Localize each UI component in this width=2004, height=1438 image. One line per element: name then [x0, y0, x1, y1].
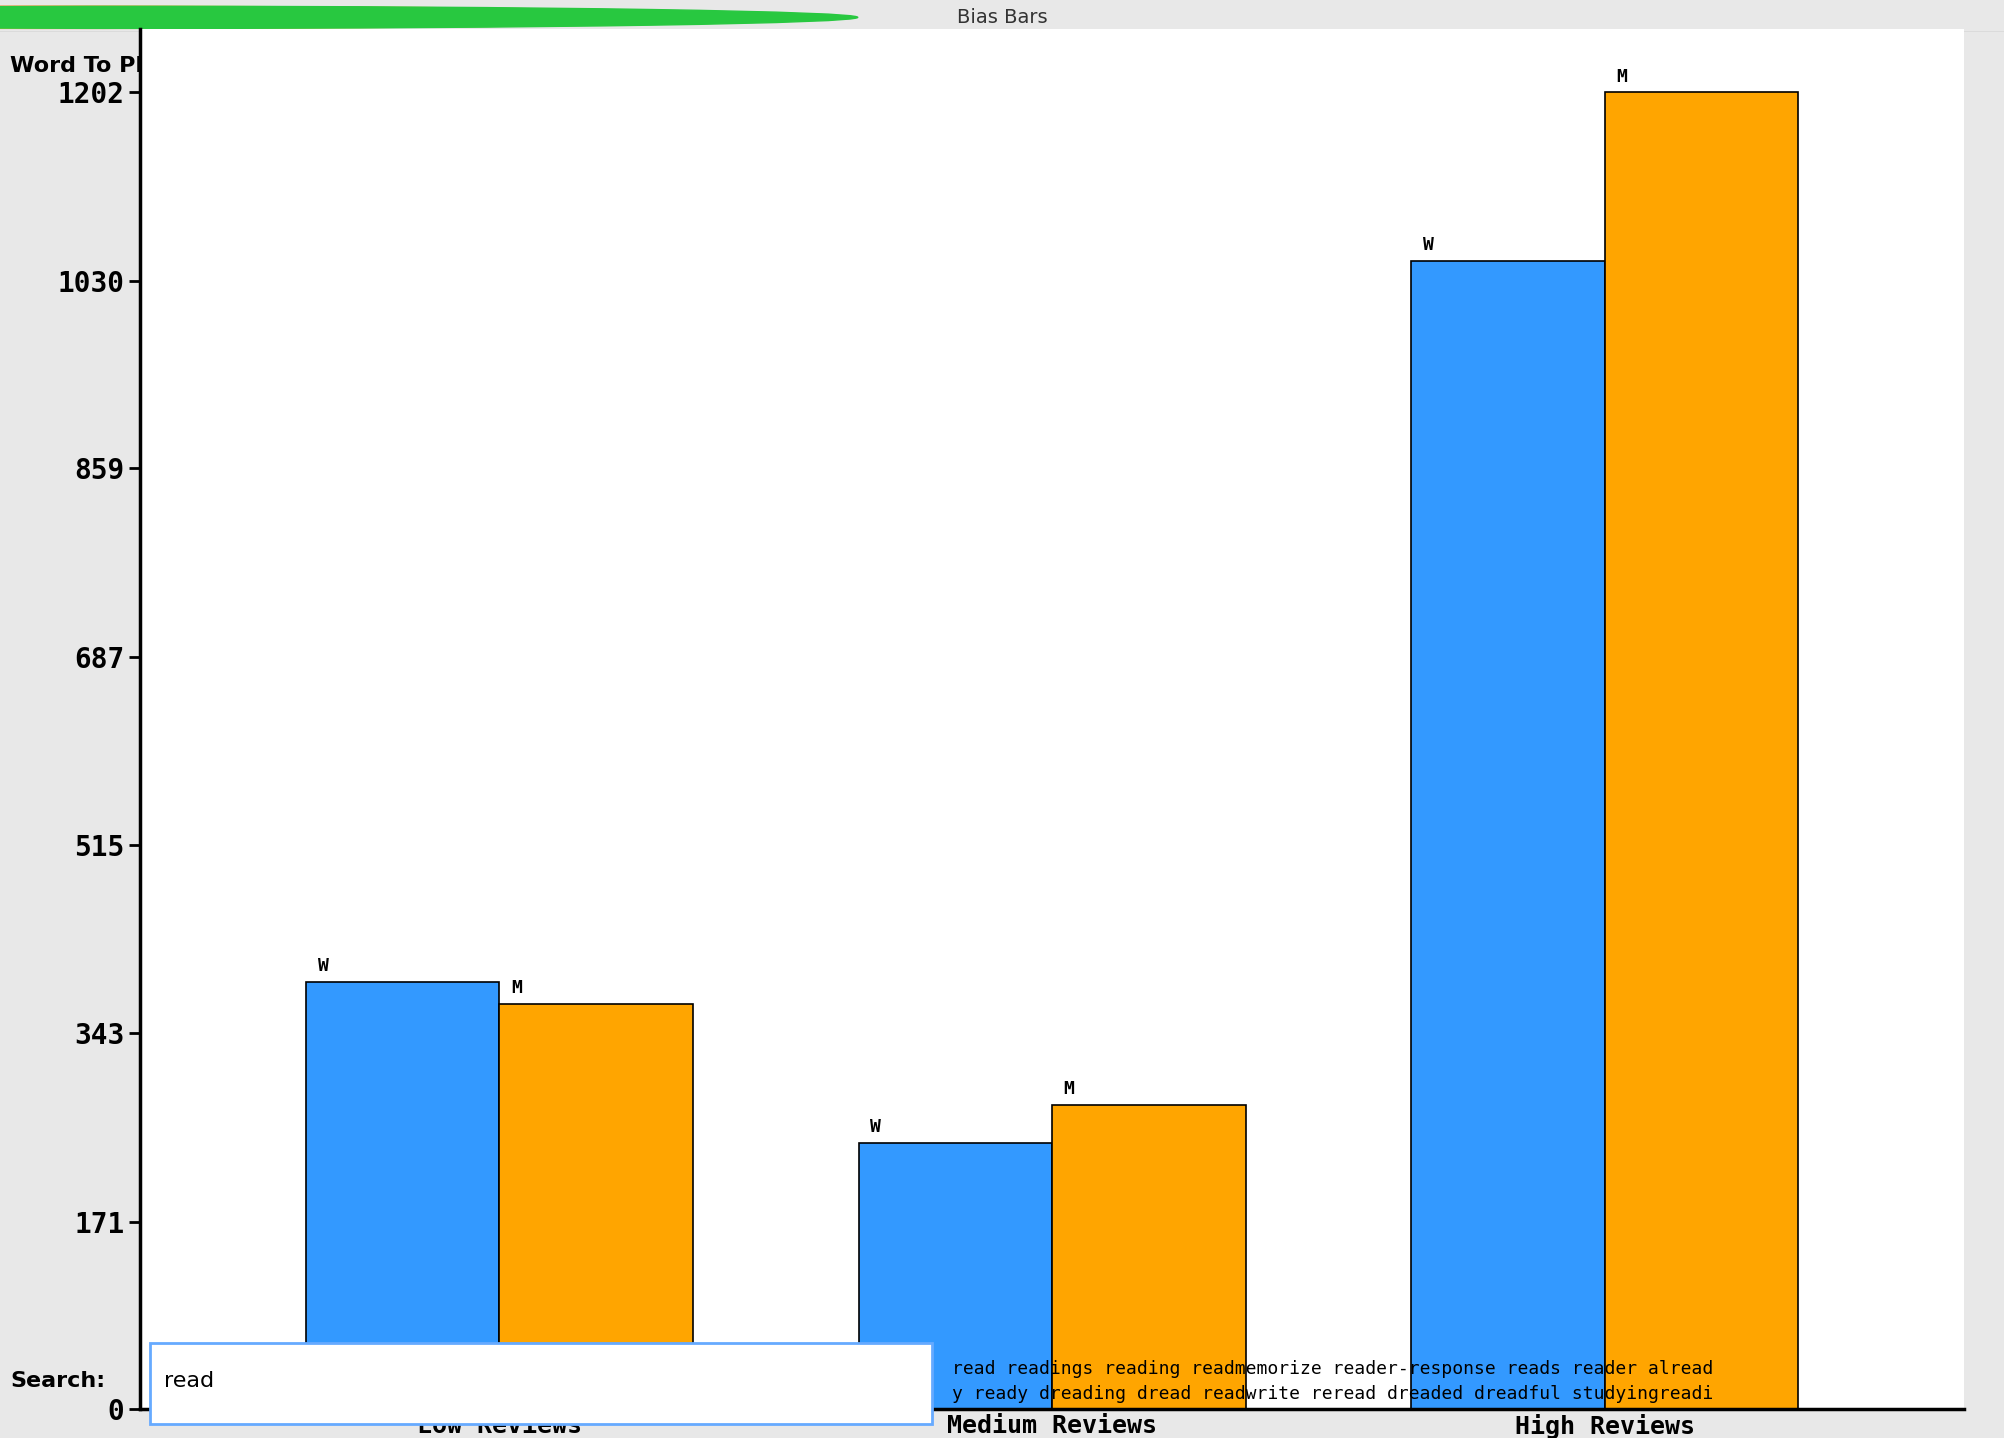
Text: Word To Plot:: Word To Plot:	[10, 56, 178, 76]
Bar	[858, 1143, 1052, 1409]
Bar	[307, 982, 499, 1409]
Text: read: read	[164, 1372, 214, 1391]
Bar	[1411, 262, 1605, 1409]
Text: W: W	[1423, 236, 1433, 255]
Circle shape	[0, 6, 858, 29]
Circle shape	[0, 6, 737, 29]
Bar	[1605, 92, 1798, 1409]
Text: M: M	[1617, 68, 1627, 86]
Bar	[1052, 1104, 1246, 1409]
Text: learn: learn	[253, 56, 309, 76]
FancyBboxPatch shape	[150, 1343, 932, 1425]
FancyBboxPatch shape	[236, 43, 1068, 92]
Text: W: W	[319, 958, 329, 975]
Text: M: M	[511, 979, 521, 998]
Bar	[499, 1004, 693, 1409]
Text: Bias Bars: Bias Bars	[956, 7, 1048, 27]
Text: read readings reading readmemorize reader-response reads reader alread
y ready d: read readings reading readmemorize reade…	[952, 1360, 1713, 1402]
Text: Search:: Search:	[10, 1372, 104, 1391]
Text: M: M	[1064, 1080, 1074, 1099]
Circle shape	[0, 6, 798, 29]
Text: W: W	[870, 1119, 882, 1136]
